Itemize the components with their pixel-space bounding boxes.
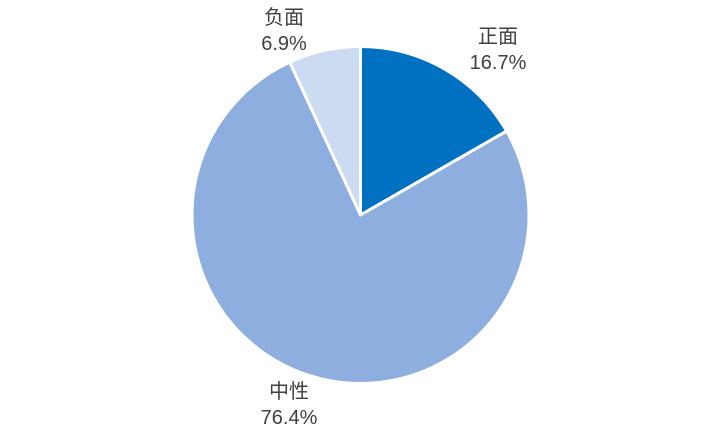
pie-slice-neutral[interactable]: [190, 60, 531, 385]
slice-label-negative: 负面 6.9%: [261, 5, 307, 57]
slice-label-positive: 正面 16.7%: [470, 24, 527, 76]
slice-label-neutral-category: 中性: [269, 381, 309, 403]
slice-label-positive-percent: 16.7%: [469, 52, 527, 74]
pie-slice-positive[interactable]: [359, 45, 509, 217]
slice-label-negative-percent: 6.9%: [261, 33, 307, 55]
slice-label-positive-category: 正面: [478, 26, 518, 48]
pie-slice-negative[interactable]: [288, 45, 362, 217]
slice-label-neutral: 中性 76.4%: [261, 379, 318, 431]
slice-label-neutral-percent: 76.4%: [260, 407, 318, 429]
slice-label-negative-category: 负面: [264, 7, 304, 29]
